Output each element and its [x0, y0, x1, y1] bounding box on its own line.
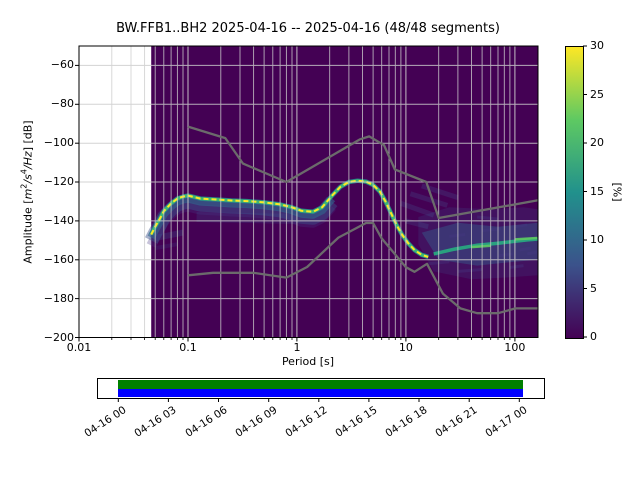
colorbar-tick-label: 30: [590, 39, 604, 52]
nhnm-curve: [187, 125, 539, 220]
colorbar: [565, 46, 584, 339]
y-tick-label: −160: [43, 252, 74, 266]
y-tick-label: −180: [43, 291, 74, 305]
y-tick-label: −60: [50, 58, 74, 72]
colorbar-label: [%]: [610, 182, 624, 202]
colorbar-tick-label: 25: [590, 87, 604, 101]
x-tick-label: 100: [504, 341, 526, 354]
timeline-coverage-top: [118, 380, 523, 389]
x-tick-label: 0.01: [66, 341, 92, 354]
y-tick-label: −100: [43, 136, 74, 150]
nlnm-curve: [187, 221, 538, 315]
y-tick-label: −120: [43, 175, 74, 189]
timeline-bar: [97, 378, 545, 399]
x-tick-label: 1: [293, 341, 301, 354]
colorbar-tick-label: 0: [590, 330, 597, 343]
colorbar-tick-label: 10: [590, 233, 604, 246]
colorbar-tick-label: 20: [590, 136, 604, 149]
timeline-coverage-bottom: [118, 388, 523, 397]
y-tick-label: −200: [43, 330, 74, 344]
x-tick-label: 10: [398, 341, 413, 354]
x-tick-label: 0.1: [179, 341, 197, 354]
y-tick-label: −80: [50, 97, 74, 111]
colorbar-tick-label: 15: [590, 184, 604, 198]
x-axis-label: Period [s]: [281, 355, 335, 368]
y-tick-label: −140: [43, 213, 74, 227]
page-title: BW.FFB1..BH2 2025-04-16 -- 2025-04-16 (4…: [116, 21, 500, 36]
colorbar-tick-label: 5: [590, 281, 597, 295]
